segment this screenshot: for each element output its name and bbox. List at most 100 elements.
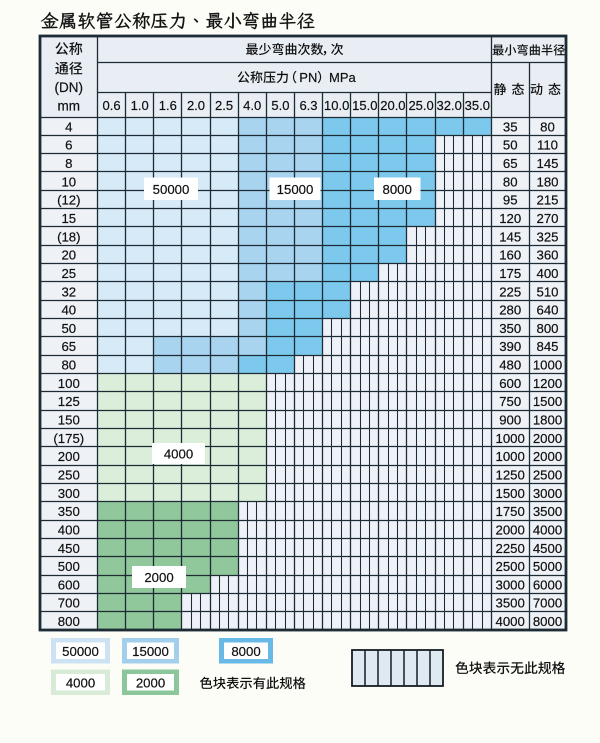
svg-text:32: 32 [61, 284, 76, 299]
svg-text:50000: 50000 [62, 644, 99, 659]
svg-text:2.5: 2.5 [215, 98, 233, 113]
svg-text:10.0: 10.0 [324, 98, 349, 113]
svg-text:2000: 2000 [533, 449, 562, 464]
svg-text:600: 600 [58, 577, 80, 592]
svg-text:500: 500 [58, 559, 80, 574]
svg-text:3000: 3000 [533, 486, 562, 501]
svg-text:640: 640 [536, 303, 558, 318]
svg-text:80: 80 [503, 174, 518, 189]
svg-text:1500: 1500 [533, 394, 562, 409]
svg-text:6000: 6000 [533, 577, 562, 592]
svg-text:3500: 3500 [496, 596, 525, 611]
svg-text:325: 325 [536, 229, 558, 244]
svg-text:4000: 4000 [533, 522, 562, 537]
svg-text:80: 80 [540, 119, 555, 134]
svg-text:250: 250 [58, 468, 80, 483]
svg-text:200: 200 [58, 449, 80, 464]
svg-text:8: 8 [65, 156, 72, 171]
svg-text:360: 360 [536, 248, 558, 263]
svg-text:20: 20 [61, 248, 76, 263]
svg-text:35: 35 [503, 119, 518, 134]
svg-text:480: 480 [499, 358, 521, 373]
svg-text:750: 750 [499, 394, 521, 409]
svg-text:175: 175 [499, 266, 521, 281]
svg-text:1000: 1000 [533, 358, 562, 373]
svg-text:300: 300 [58, 486, 80, 501]
svg-text:390: 390 [499, 339, 521, 354]
svg-text:15000: 15000 [277, 182, 314, 197]
svg-text:(175): (175) [53, 431, 84, 446]
svg-text:25: 25 [61, 266, 76, 281]
svg-text:2000: 2000 [496, 522, 525, 537]
svg-text:700: 700 [58, 596, 80, 611]
svg-text:600: 600 [499, 376, 521, 391]
svg-text:3500: 3500 [533, 504, 562, 519]
svg-text:1000: 1000 [496, 431, 525, 446]
svg-text:95: 95 [503, 193, 518, 208]
svg-text:350: 350 [58, 504, 80, 519]
svg-text:65: 65 [503, 156, 518, 171]
svg-text:1250: 1250 [496, 468, 525, 483]
svg-text:1750: 1750 [496, 504, 525, 519]
svg-text:800: 800 [536, 321, 558, 336]
svg-text:10: 10 [61, 174, 76, 189]
svg-text:145: 145 [536, 156, 558, 171]
svg-text:180: 180 [536, 174, 558, 189]
svg-text:2500: 2500 [533, 468, 562, 483]
svg-text:32.0: 32.0 [437, 98, 462, 113]
svg-text:120: 120 [499, 211, 521, 226]
svg-text:50: 50 [503, 138, 518, 153]
svg-text:5.0: 5.0 [271, 98, 289, 113]
svg-text:145: 145 [499, 229, 521, 244]
svg-text:35.0: 35.0 [465, 98, 490, 113]
svg-text:20.0: 20.0 [380, 98, 405, 113]
svg-text:350: 350 [499, 321, 521, 336]
svg-text:(DN): (DN) [55, 80, 84, 95]
svg-text:510: 510 [536, 284, 558, 299]
svg-text:450: 450 [58, 541, 80, 556]
svg-text:150: 150 [58, 413, 80, 428]
svg-text:(18): (18) [57, 229, 80, 244]
svg-text:4000: 4000 [66, 675, 95, 690]
svg-text:100: 100 [58, 376, 80, 391]
svg-text:50: 50 [61, 321, 76, 336]
svg-text:4: 4 [65, 119, 72, 134]
svg-text:15.0: 15.0 [352, 98, 377, 113]
svg-text:PN: PN [299, 70, 317, 85]
svg-text:2000: 2000 [144, 570, 173, 585]
svg-text:280: 280 [499, 303, 521, 318]
svg-text:15000: 15000 [132, 644, 169, 659]
svg-text:800: 800 [58, 614, 80, 629]
svg-text:80: 80 [61, 358, 76, 373]
svg-text:65: 65 [61, 339, 76, 354]
svg-text:8000: 8000 [383, 182, 412, 197]
svg-text:6.3: 6.3 [299, 98, 317, 113]
svg-text:7000: 7000 [533, 596, 562, 611]
svg-text:4000: 4000 [164, 447, 193, 462]
svg-text:50000: 50000 [153, 182, 190, 197]
svg-text:8000: 8000 [231, 644, 260, 659]
svg-text:4.0: 4.0 [243, 98, 261, 113]
svg-text:2000: 2000 [136, 675, 165, 690]
svg-text:15: 15 [61, 211, 76, 226]
svg-text:2250: 2250 [496, 541, 525, 556]
svg-text:(12): (12) [57, 193, 80, 208]
svg-text:mm: mm [58, 99, 81, 114]
svg-text:400: 400 [536, 266, 558, 281]
svg-text:3000: 3000 [496, 577, 525, 592]
svg-text:845: 845 [536, 339, 558, 354]
svg-text:25.0: 25.0 [408, 98, 433, 113]
svg-text:900: 900 [499, 413, 521, 428]
svg-text:1.0: 1.0 [131, 98, 149, 113]
svg-text:MPa: MPa [329, 70, 357, 85]
svg-text:0.6: 0.6 [103, 98, 121, 113]
svg-text:2.0: 2.0 [187, 98, 205, 113]
svg-text:6: 6 [65, 138, 72, 153]
svg-text:1800: 1800 [533, 413, 562, 428]
svg-text:125: 125 [58, 394, 80, 409]
svg-text:2500: 2500 [496, 559, 525, 574]
svg-text:5000: 5000 [533, 559, 562, 574]
svg-text:1500: 1500 [496, 486, 525, 501]
svg-text:1200: 1200 [533, 376, 562, 391]
svg-text:160: 160 [499, 248, 521, 263]
